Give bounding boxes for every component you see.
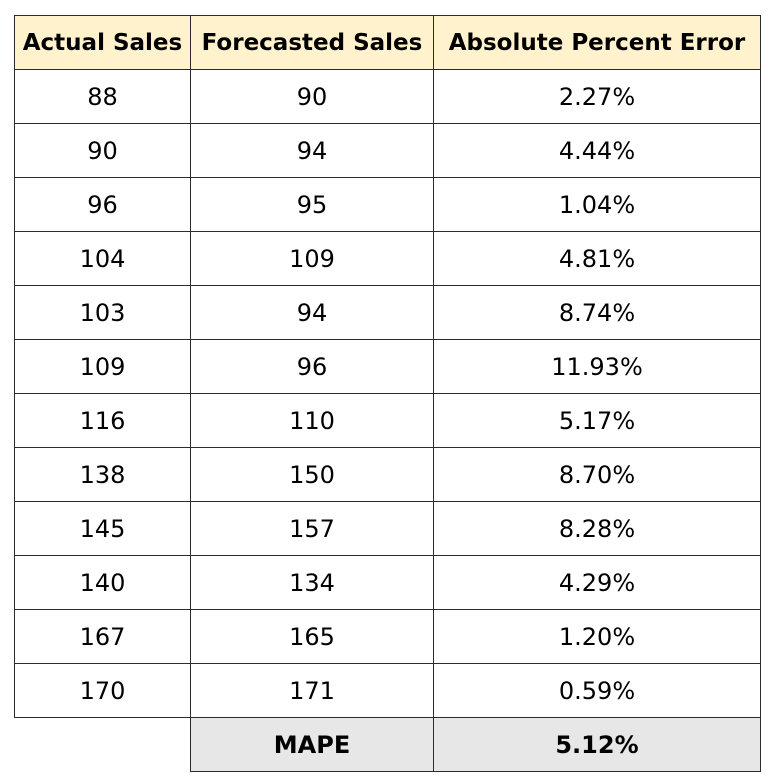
table-wrap: Actual Sales Forecasted Sales Absolute Per… xyxy=(14,15,761,772)
data-row: 88 90 2.27% xyxy=(14,69,761,124)
cell: 167 xyxy=(14,609,191,664)
cell: 90 xyxy=(190,69,434,124)
data-row: 145 157 8.28% xyxy=(14,501,761,556)
data-row: 104 109 4.81% xyxy=(14,231,761,286)
cell: 4.81% xyxy=(433,231,761,286)
cell: 116 xyxy=(14,393,191,448)
cell: 150 xyxy=(190,447,434,502)
cell: 96 xyxy=(190,339,434,394)
cell: 8.74% xyxy=(433,285,761,340)
cell: 11.93% xyxy=(433,339,761,394)
cell: 5.17% xyxy=(433,393,761,448)
cell: 170 xyxy=(14,663,191,718)
cell: 145 xyxy=(14,501,191,556)
cell: 4.29% xyxy=(433,555,761,610)
cell: 103 xyxy=(14,285,191,340)
data-row: 90 94 4.44% xyxy=(14,123,761,178)
data-row: 140 134 4.29% xyxy=(14,555,761,610)
data-row: 116 110 5.17% xyxy=(14,393,761,448)
cell: 138 xyxy=(14,447,191,502)
data-row: 138 150 8.70% xyxy=(14,447,761,502)
blank-cell xyxy=(14,717,191,772)
cell: 8.70% xyxy=(433,447,761,502)
cell: 94 xyxy=(190,285,434,340)
header-cell: Actual Sales xyxy=(14,15,191,70)
cell: 165 xyxy=(190,609,434,664)
footer-label: MAPE xyxy=(190,717,434,772)
cell: 109 xyxy=(190,231,434,286)
cell: 8.28% xyxy=(433,501,761,556)
data-row: 167 165 1.20% xyxy=(14,609,761,664)
header-cell: Forecasted Sales xyxy=(190,15,434,70)
cell: 104 xyxy=(14,231,191,286)
data-row: 96 95 1.04% xyxy=(14,177,761,232)
cell: 109 xyxy=(14,339,191,394)
cell: 95 xyxy=(190,177,434,232)
cell: 96 xyxy=(14,177,191,232)
footer-value: 5.12% xyxy=(433,717,761,772)
cell: 2.27% xyxy=(433,69,761,124)
cell: 88 xyxy=(14,69,191,124)
cell: 1.20% xyxy=(433,609,761,664)
mape-table: Actual Sales Forecasted Sales Absolute Per… xyxy=(14,15,761,772)
cell: 4.44% xyxy=(433,123,761,178)
data-row: 103 94 8.74% xyxy=(14,285,761,340)
header-cell: Absolute Percent Error xyxy=(433,15,761,70)
data-row: 109 96 11.93% xyxy=(14,339,761,394)
cell: 94 xyxy=(190,123,434,178)
cell: 134 xyxy=(190,555,434,610)
cell: 90 xyxy=(14,123,191,178)
cell: 1.04% xyxy=(433,177,761,232)
cell: 110 xyxy=(190,393,434,448)
cell: 157 xyxy=(190,501,434,556)
cell: 0.59% xyxy=(433,663,761,718)
cell: 171 xyxy=(190,663,434,718)
cell: 140 xyxy=(14,555,191,610)
header-row: Actual Sales Forecasted Sales Absolute Per… xyxy=(14,15,761,70)
data-row: 170 171 0.59% xyxy=(14,663,761,718)
footer-row: MAPE 5.12% xyxy=(14,717,761,772)
